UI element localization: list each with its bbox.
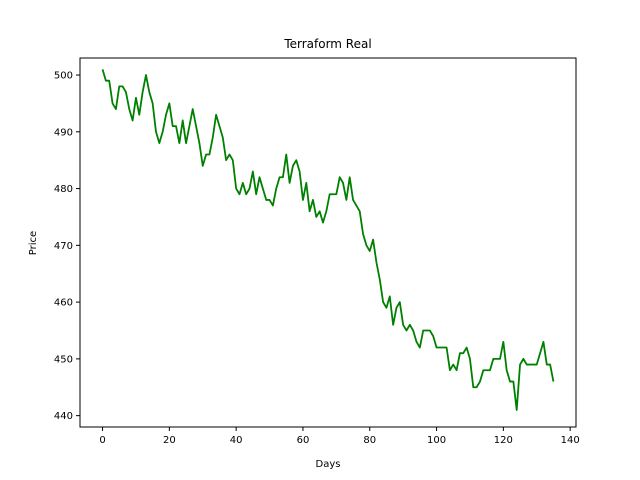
y-tick-label: 490 xyxy=(54,127,73,138)
y-tick-label: 450 xyxy=(54,354,73,365)
x-tick-label: 20 xyxy=(163,435,176,446)
axis-ticks: 0 20 40 60 80 100 120 140 440 450 460 470 480 490 500 xyxy=(54,71,580,446)
x-tick-label: 140 xyxy=(561,435,580,446)
plot-frame xyxy=(79,57,577,428)
x-tick-label: 40 xyxy=(230,435,243,446)
y-tick-label: 470 xyxy=(54,241,73,252)
x-tick-label: 80 xyxy=(363,435,376,446)
y-axis-title: Price xyxy=(28,231,39,255)
x-tick-label: 100 xyxy=(427,435,446,446)
price-series-line xyxy=(101,69,555,411)
y-tick-label: 440 xyxy=(54,411,73,422)
x-tick-label: 120 xyxy=(494,435,513,446)
x-tick-label: 60 xyxy=(297,435,310,446)
x-tick-label: 0 xyxy=(99,435,105,446)
chart-title: Terraform Real xyxy=(283,37,371,51)
y-tick-label: 460 xyxy=(54,298,73,309)
x-axis-title: Days xyxy=(316,459,341,470)
y-tick-label: 500 xyxy=(54,71,73,82)
y-tick-label: 480 xyxy=(54,184,73,195)
